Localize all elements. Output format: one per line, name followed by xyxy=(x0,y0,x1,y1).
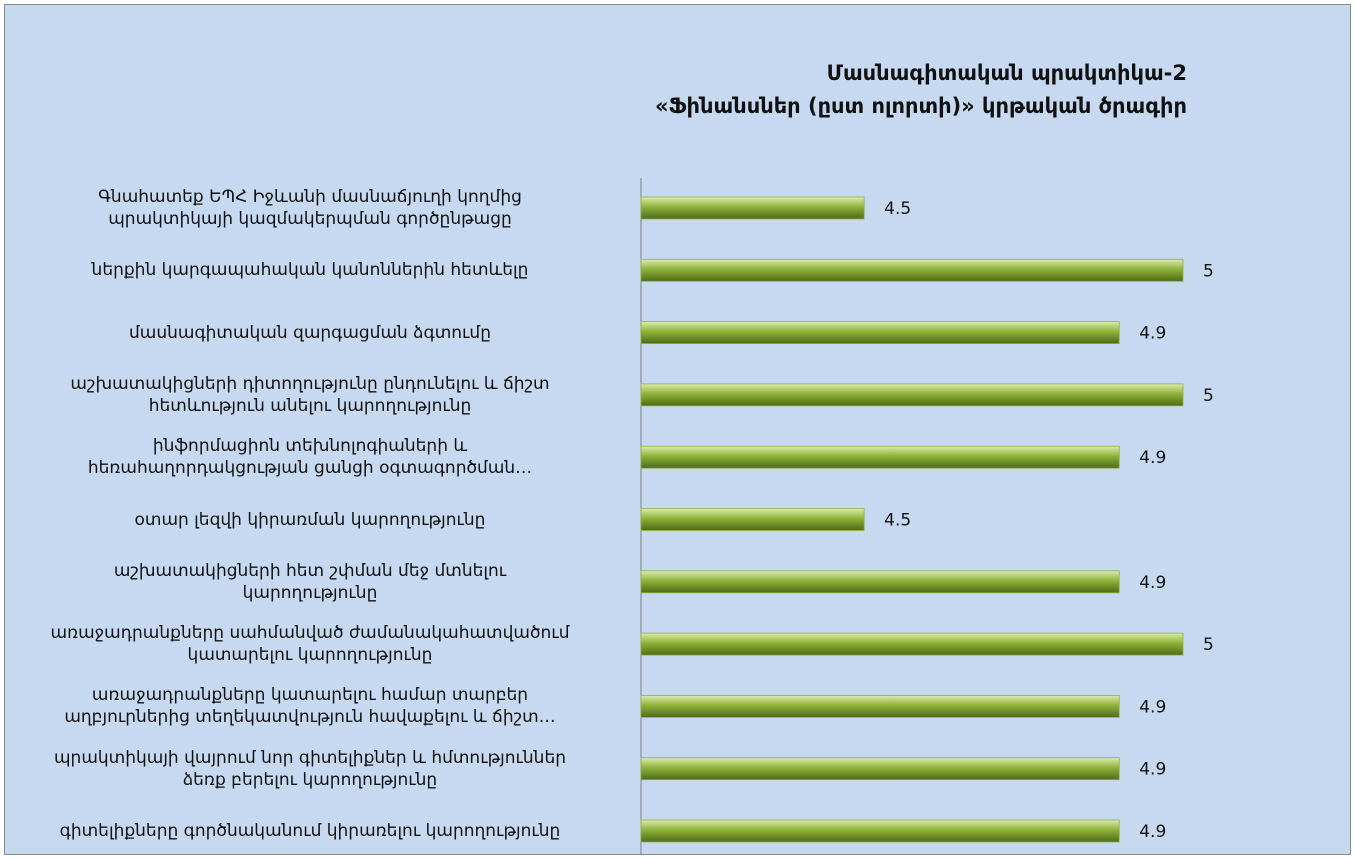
value-label: 5 xyxy=(1203,386,1214,406)
bar xyxy=(640,321,1120,345)
value-label: 4.9 xyxy=(1139,324,1166,344)
bar xyxy=(640,508,865,531)
bar xyxy=(640,445,1120,469)
bar xyxy=(640,695,1120,718)
category-label: գիտելիքները գործնականում կիրառելու կարող… xyxy=(59,821,561,841)
category-label: պրակտիկայի վայրում նոր գիտելիքներ և հմտո… xyxy=(53,747,567,790)
bar xyxy=(640,383,1184,407)
value-label: 4.9 xyxy=(1139,822,1166,842)
category-label: աշխատակիցների դիտողությունը ընդունելու և… xyxy=(70,373,550,416)
value-label: 4.9 xyxy=(1139,448,1166,468)
category-label: օտար լեզվի կիրառման կարողությունը xyxy=(134,509,486,530)
bar xyxy=(640,570,1120,594)
bar xyxy=(640,196,865,220)
value-label: 4.9 xyxy=(1139,760,1166,780)
bar xyxy=(640,632,1184,656)
value-label: 4.9 xyxy=(1139,573,1166,593)
value-label: 4.5 xyxy=(884,511,911,531)
category-label: ներքին կարգապահական կանոններին հետևելը xyxy=(91,260,529,281)
value-label: 5 xyxy=(1203,635,1214,655)
bar xyxy=(640,258,1184,282)
bar xyxy=(640,819,1120,843)
category-label: ինֆորմացիոն տեխնոլոգիաների և հեռահաղորդա… xyxy=(87,436,533,479)
category-label: Գնահատեք ԵՊՀ Իջևանի մասնաճյուղի կողմից պ… xyxy=(98,187,522,229)
value-label: 5 xyxy=(1203,261,1214,281)
category-label: աշխատակիցների հետ շփման մեջ մտնելու կարո… xyxy=(113,560,507,603)
category-label: առաջադրանքները կատարելու համար տարբեր աղ… xyxy=(64,685,556,728)
category-label: առաջադրանքները սահմանված ժամանակահատվածո… xyxy=(50,623,570,666)
bar xyxy=(640,757,1120,781)
value-label: 4.9 xyxy=(1139,697,1166,717)
category-label: մասնագիտական զարգացման ձգտումը xyxy=(129,322,491,343)
chart-title: Մասնագիտական պրակտիկա-2 «Ֆինանսներ (ըստ … xyxy=(655,61,1187,118)
value-label: 4.5 xyxy=(884,199,911,219)
